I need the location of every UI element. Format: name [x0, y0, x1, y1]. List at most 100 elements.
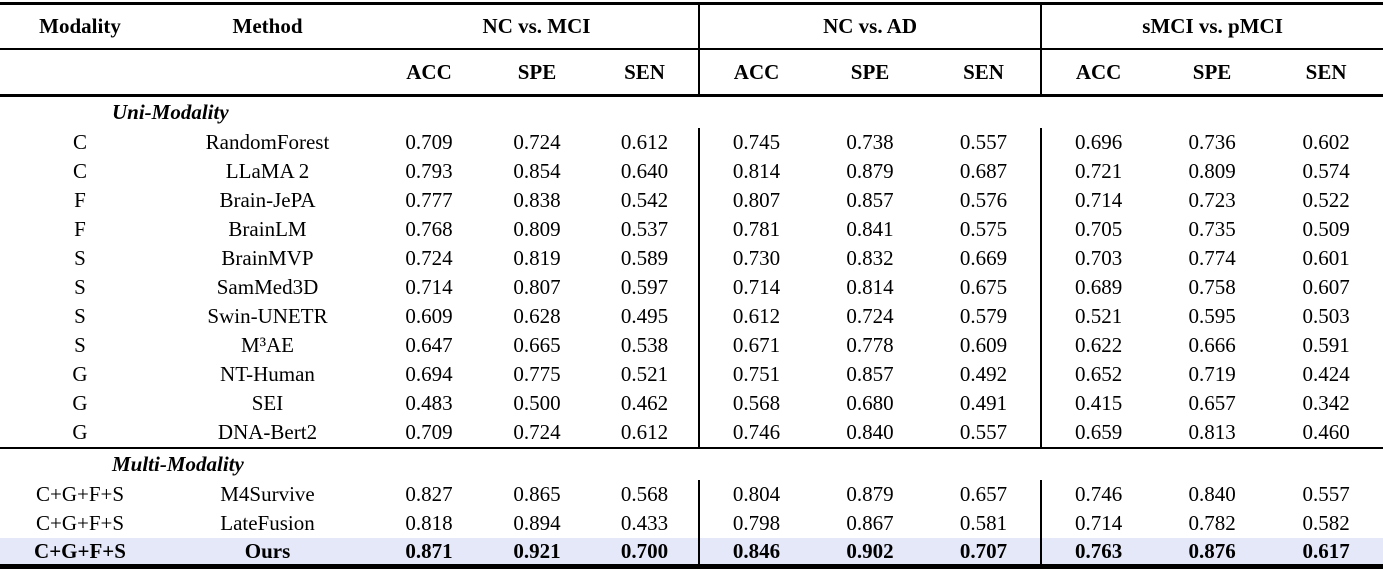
method-cell: NT-Human: [220, 362, 315, 386]
method-cell: Brain-JePA: [219, 188, 316, 212]
metric-header-sen: SEN: [591, 49, 700, 97]
value-cell: 0.617: [1269, 538, 1383, 567]
modality-cell: S: [74, 333, 86, 357]
value-cell: 0.647: [405, 333, 453, 357]
value-cell: 0.867: [846, 511, 894, 535]
value-cell: 0.612: [698, 302, 814, 331]
value-cell: 0.568: [698, 389, 814, 418]
value-cell: 0.724: [846, 304, 894, 328]
value-cell: 0.575: [959, 217, 1008, 241]
value-cell: 0.876: [1155, 538, 1270, 567]
method-cell: Ours: [160, 538, 375, 567]
value-cell: 0.721: [1040, 157, 1156, 186]
value-cell: 0.736: [1188, 130, 1236, 154]
value-cell: 0.557: [959, 130, 1008, 154]
metric-header-spe: SPE: [813, 49, 928, 97]
value-cell: 0.745: [698, 128, 814, 157]
table-row: F BrainLM 0.768 0.809 0.537 0.781 0.841 0.575 0.…: [0, 215, 1383, 244]
value-cell: 0.846: [698, 538, 814, 567]
value-cell: 0.537: [620, 217, 669, 241]
table-row: C+G+F+S Ours 0.871 0.921 0.700 0.846 0.902 0.70…: [0, 538, 1383, 567]
modality-cell: C+G+F+S: [35, 482, 125, 506]
value-cell: 0.865: [513, 482, 561, 506]
value-cell: 0.809: [1188, 159, 1236, 183]
value-cell: 0.832: [846, 246, 894, 270]
value-cell: 0.492: [959, 362, 1008, 386]
value-cell: 0.782: [1188, 511, 1236, 535]
table-row: C+G+F+S M4Survive 0.827 0.865 0.568 0.804 0.87…: [0, 480, 1383, 509]
value-cell: 0.495: [620, 304, 669, 328]
value-cell: 0.579: [959, 304, 1008, 328]
value-cell: 0.659: [1040, 418, 1156, 448]
value-cell: 0.714: [1040, 186, 1156, 215]
value-cell: 0.696: [1040, 128, 1156, 157]
modality-cell: G: [72, 362, 88, 386]
table-row: G NT-Human 0.694 0.775 0.521 0.751 0.857 0.492 0…: [0, 360, 1383, 389]
value-cell: 0.689: [1040, 273, 1156, 302]
value-cell: 0.807: [513, 275, 561, 299]
value-cell: 0.503: [1302, 304, 1350, 328]
section-label: Multi-Modality: [0, 447, 1383, 480]
value-cell: 0.609: [959, 333, 1008, 357]
value-cell: 0.775: [513, 362, 561, 386]
metric-header-acc: ACC: [375, 49, 483, 97]
table-row: C LLaMA 2 0.793 0.854 0.640 0.814 0.879 0.687 0.…: [0, 157, 1383, 186]
value-cell: 0.841: [846, 217, 894, 241]
table-row: C+G+F+S LateFusion 0.818 0.894 0.433 0.798 0.8…: [0, 509, 1383, 538]
value-cell: 0.809: [513, 217, 561, 241]
value-cell: 0.827: [405, 482, 453, 506]
value-cell: 0.814: [698, 157, 814, 186]
modality-cell: G: [72, 420, 88, 444]
value-cell: 0.657: [1188, 391, 1236, 415]
metric-header-acc: ACC: [698, 49, 814, 97]
method-cell: M³AE: [241, 333, 294, 357]
value-cell: 0.666: [1188, 333, 1236, 357]
value-cell: 0.902: [813, 538, 928, 567]
value-cell: 0.714: [698, 273, 814, 302]
value-cell: 0.854: [513, 159, 561, 183]
value-cell: 0.607: [1302, 275, 1350, 299]
table-row: C RandomForest 0.709 0.724 0.612 0.745 0.738 0.…: [0, 128, 1383, 157]
group-header-row: Modality Method NC vs. MCI NC vs. AD sMC…: [0, 3, 1383, 50]
value-cell: 0.415: [1040, 389, 1156, 418]
value-cell: 0.652: [1040, 360, 1156, 389]
value-cell: 0.582: [1302, 511, 1350, 535]
modality-column-header: Modality: [0, 3, 160, 50]
value-cell: 0.483: [405, 391, 453, 415]
value-cell: 0.781: [698, 215, 814, 244]
value-cell: 0.768: [405, 217, 453, 241]
value-cell: 0.424: [1302, 362, 1350, 386]
method-cell: M4Survive: [220, 482, 315, 506]
value-cell: 0.709: [405, 420, 453, 444]
section-label: Uni-Modality: [112, 100, 229, 124]
value-cell: 0.675: [959, 275, 1008, 299]
value-cell: 0.557: [1302, 482, 1350, 506]
table-row: S M³AE 0.647 0.665 0.538 0.671 0.778 0.609 0.622…: [0, 331, 1383, 360]
value-cell: 0.462: [620, 391, 669, 415]
modality-cell: S: [74, 304, 86, 328]
value-cell: 0.509: [1302, 217, 1350, 241]
value-cell: 0.574: [1302, 159, 1350, 183]
value-cell: 0.719: [1188, 362, 1236, 386]
method-cell: BrainMVP: [221, 246, 314, 270]
value-cell: 0.703: [1040, 244, 1156, 273]
empty-header-cell: [160, 49, 375, 97]
value-cell: 0.705: [1040, 215, 1156, 244]
value-cell: 0.694: [405, 362, 453, 386]
method-cell: RandomForest: [205, 130, 330, 154]
value-cell: 0.521: [1040, 302, 1156, 331]
value-cell: 0.568: [620, 482, 669, 506]
value-cell: 0.576: [959, 188, 1008, 212]
value-cell: 0.714: [1040, 509, 1156, 538]
value-cell: 0.680: [846, 391, 894, 415]
value-cell: 0.700: [591, 538, 700, 567]
group-header-smci-vs-pmci: sMCI vs. pMCI: [1040, 3, 1383, 50]
modality-cell: C+G+F+S: [0, 538, 160, 567]
modality-cell: G: [72, 391, 88, 415]
value-cell: 0.774: [1188, 246, 1236, 270]
modality-cell: F: [74, 217, 86, 241]
value-cell: 0.500: [513, 391, 561, 415]
modality-cell: C: [72, 159, 87, 183]
